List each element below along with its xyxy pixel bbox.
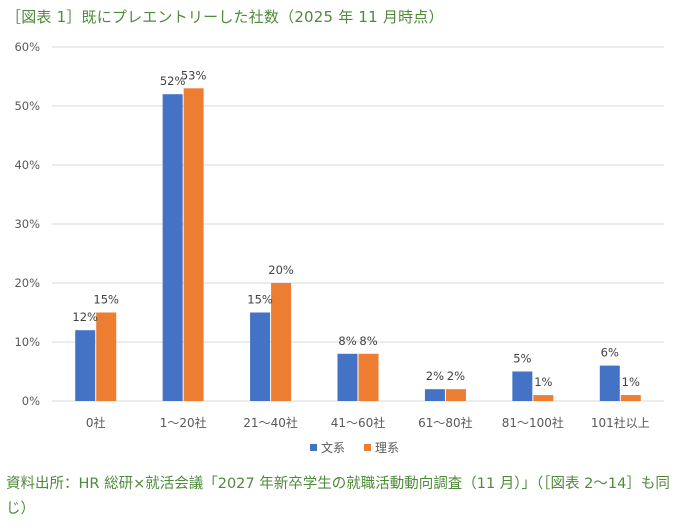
x-tick-label: 81～100社: [502, 415, 564, 430]
x-tick-label: 101社以上: [591, 415, 650, 430]
bar-series2: [445, 389, 466, 401]
source-note: 資料出所：HR 総研×就活会議「2027 年新卒学生の就職活動動向調査（11 月…: [6, 476, 670, 517]
x-tick-label: 21～40社: [243, 415, 298, 430]
legend-label: 文系: [321, 440, 345, 455]
data-label: 1%: [622, 375, 640, 389]
y-tick-label: 60%: [14, 40, 40, 54]
bar-series2: [358, 353, 379, 401]
data-label: 8%: [359, 334, 377, 348]
chart-title: ［図表 1］既にプレエントリーした社数（2025 年 11 月時点）: [6, 8, 444, 26]
x-axis-ticks: 0社 1～20社 21～40社 41～60社 61～80社 81～100社 101社以上: [86, 415, 650, 430]
y-tick-label: 0%: [22, 394, 40, 408]
bar-series2: [533, 395, 554, 401]
data-label: 15%: [93, 293, 119, 307]
bar-chart: 0% 10% 20% 30% 40% 50% 60% 12% 15% 52%53% 15% 20% 8…: [14, 40, 664, 455]
data-label: 20%: [268, 263, 294, 277]
data-label: 1%: [534, 375, 552, 389]
legend-swatch: [310, 444, 317, 451]
y-tick-label: 50%: [14, 99, 40, 113]
data-labels: 12%15%52%53%15%20%8% 8%2% 2%5%1%6%1%: [72, 68, 640, 389]
y-tick-label: 20%: [14, 276, 40, 290]
legend-label: 理系: [375, 441, 399, 455]
x-tick-label: 0社: [86, 415, 106, 430]
data-label: 5%: [513, 352, 531, 366]
y-tick-label: 10%: [14, 335, 40, 349]
y-axis-ticks: 0% 10% 20% 30% 40% 50% 60%: [14, 40, 40, 408]
data-label: 15%: [247, 293, 273, 307]
data-label: 2%: [447, 369, 465, 383]
bar-series1: [250, 312, 271, 401]
data-label: 52%: [160, 74, 186, 88]
bar-series1: [424, 389, 445, 401]
y-tick-label: 30%: [14, 217, 40, 231]
bar-series1: [337, 353, 358, 401]
bar-series2: [620, 395, 641, 401]
data-label: 53%: [181, 68, 207, 82]
bar-series2: [96, 312, 117, 401]
bar-series1: [599, 365, 620, 401]
x-tick-label: 41～60社: [331, 415, 386, 430]
x-tick-label: 1～20社: [160, 415, 207, 430]
gridlines: [52, 46, 664, 402]
bars: [75, 88, 641, 402]
data-label: 6%: [601, 346, 619, 360]
data-label: 12%: [72, 310, 98, 324]
bar-series1: [75, 330, 96, 401]
legend-swatch: [364, 444, 371, 451]
bar-series2: [183, 88, 204, 402]
data-label: 8%: [338, 334, 356, 348]
bar-series1: [162, 94, 183, 401]
legend: 文系 理系: [310, 440, 399, 455]
x-tick-label: 61～80社: [418, 415, 473, 430]
data-label: 2%: [426, 369, 444, 383]
y-tick-label: 40%: [14, 158, 40, 172]
bar-series2: [271, 283, 292, 401]
bar-series1: [512, 371, 533, 401]
